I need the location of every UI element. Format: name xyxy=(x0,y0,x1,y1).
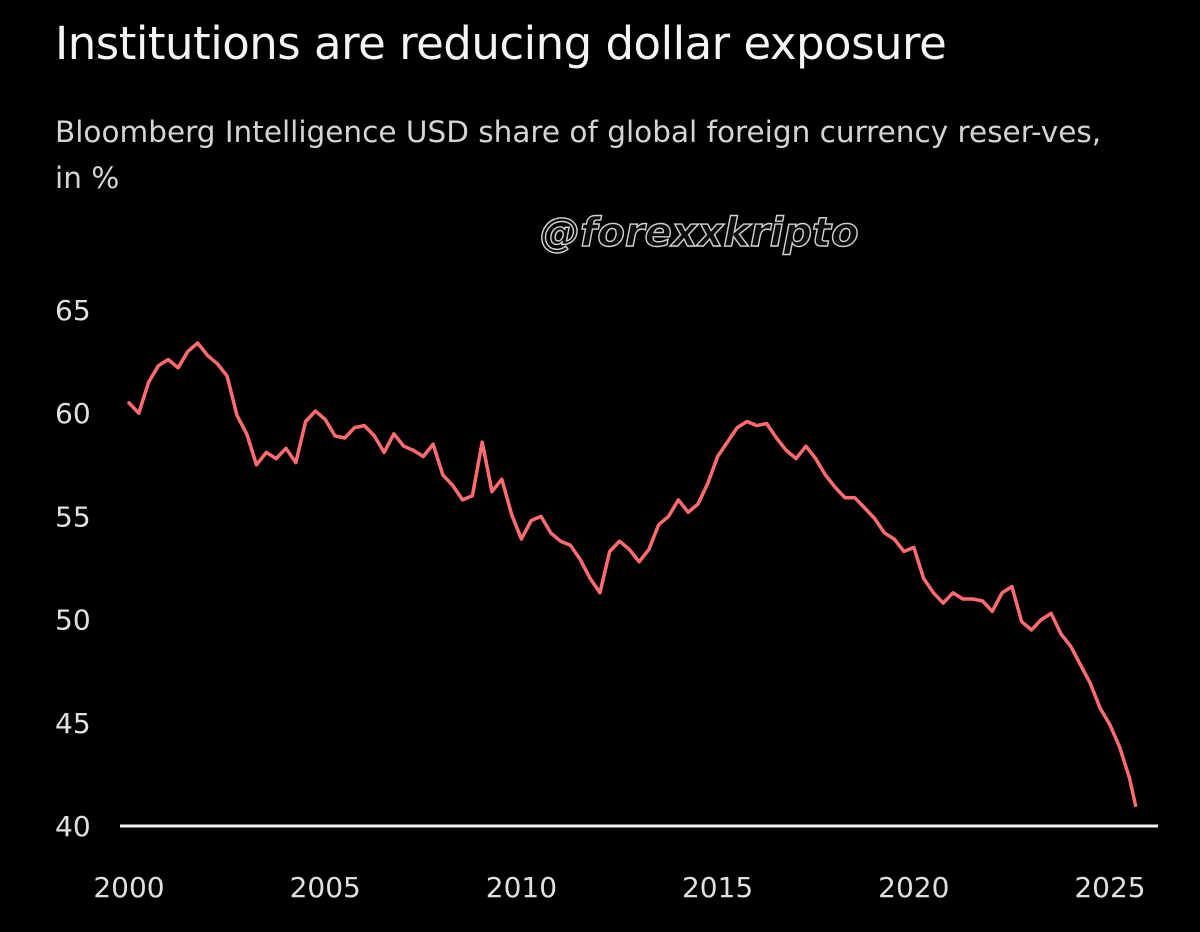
y-tick-label: 40 xyxy=(55,810,91,843)
y-tick-label: 50 xyxy=(55,604,91,637)
chart-title: Institutions are reducing dollar exposur… xyxy=(55,17,947,70)
y-tick-label: 60 xyxy=(55,397,91,430)
y-tick-label: 55 xyxy=(55,500,91,533)
x-tick-label: 2000 xyxy=(93,871,164,904)
y-tick-label: 45 xyxy=(55,707,91,740)
x-axis-ticks: 2000 2005 2010 2015 2020 2025 xyxy=(93,871,1145,904)
chart-subtitle: Bloomberg Intelligence USD share of glob… xyxy=(55,115,1102,195)
x-tick-label: 2015 xyxy=(682,871,753,904)
series-layer xyxy=(127,341,1138,808)
x-tick-label: 2020 xyxy=(878,871,949,904)
x-tick-label: 2010 xyxy=(486,871,557,904)
y-tick-label: 65 xyxy=(55,294,91,327)
x-tick-label: 2025 xyxy=(1074,871,1145,904)
watermark: @forexxkripto xyxy=(539,209,859,256)
y-axis-ticks: 40 45 50 55 60 65 xyxy=(55,294,91,843)
series-line xyxy=(127,341,1138,808)
x-tick-label: 2005 xyxy=(290,871,361,904)
